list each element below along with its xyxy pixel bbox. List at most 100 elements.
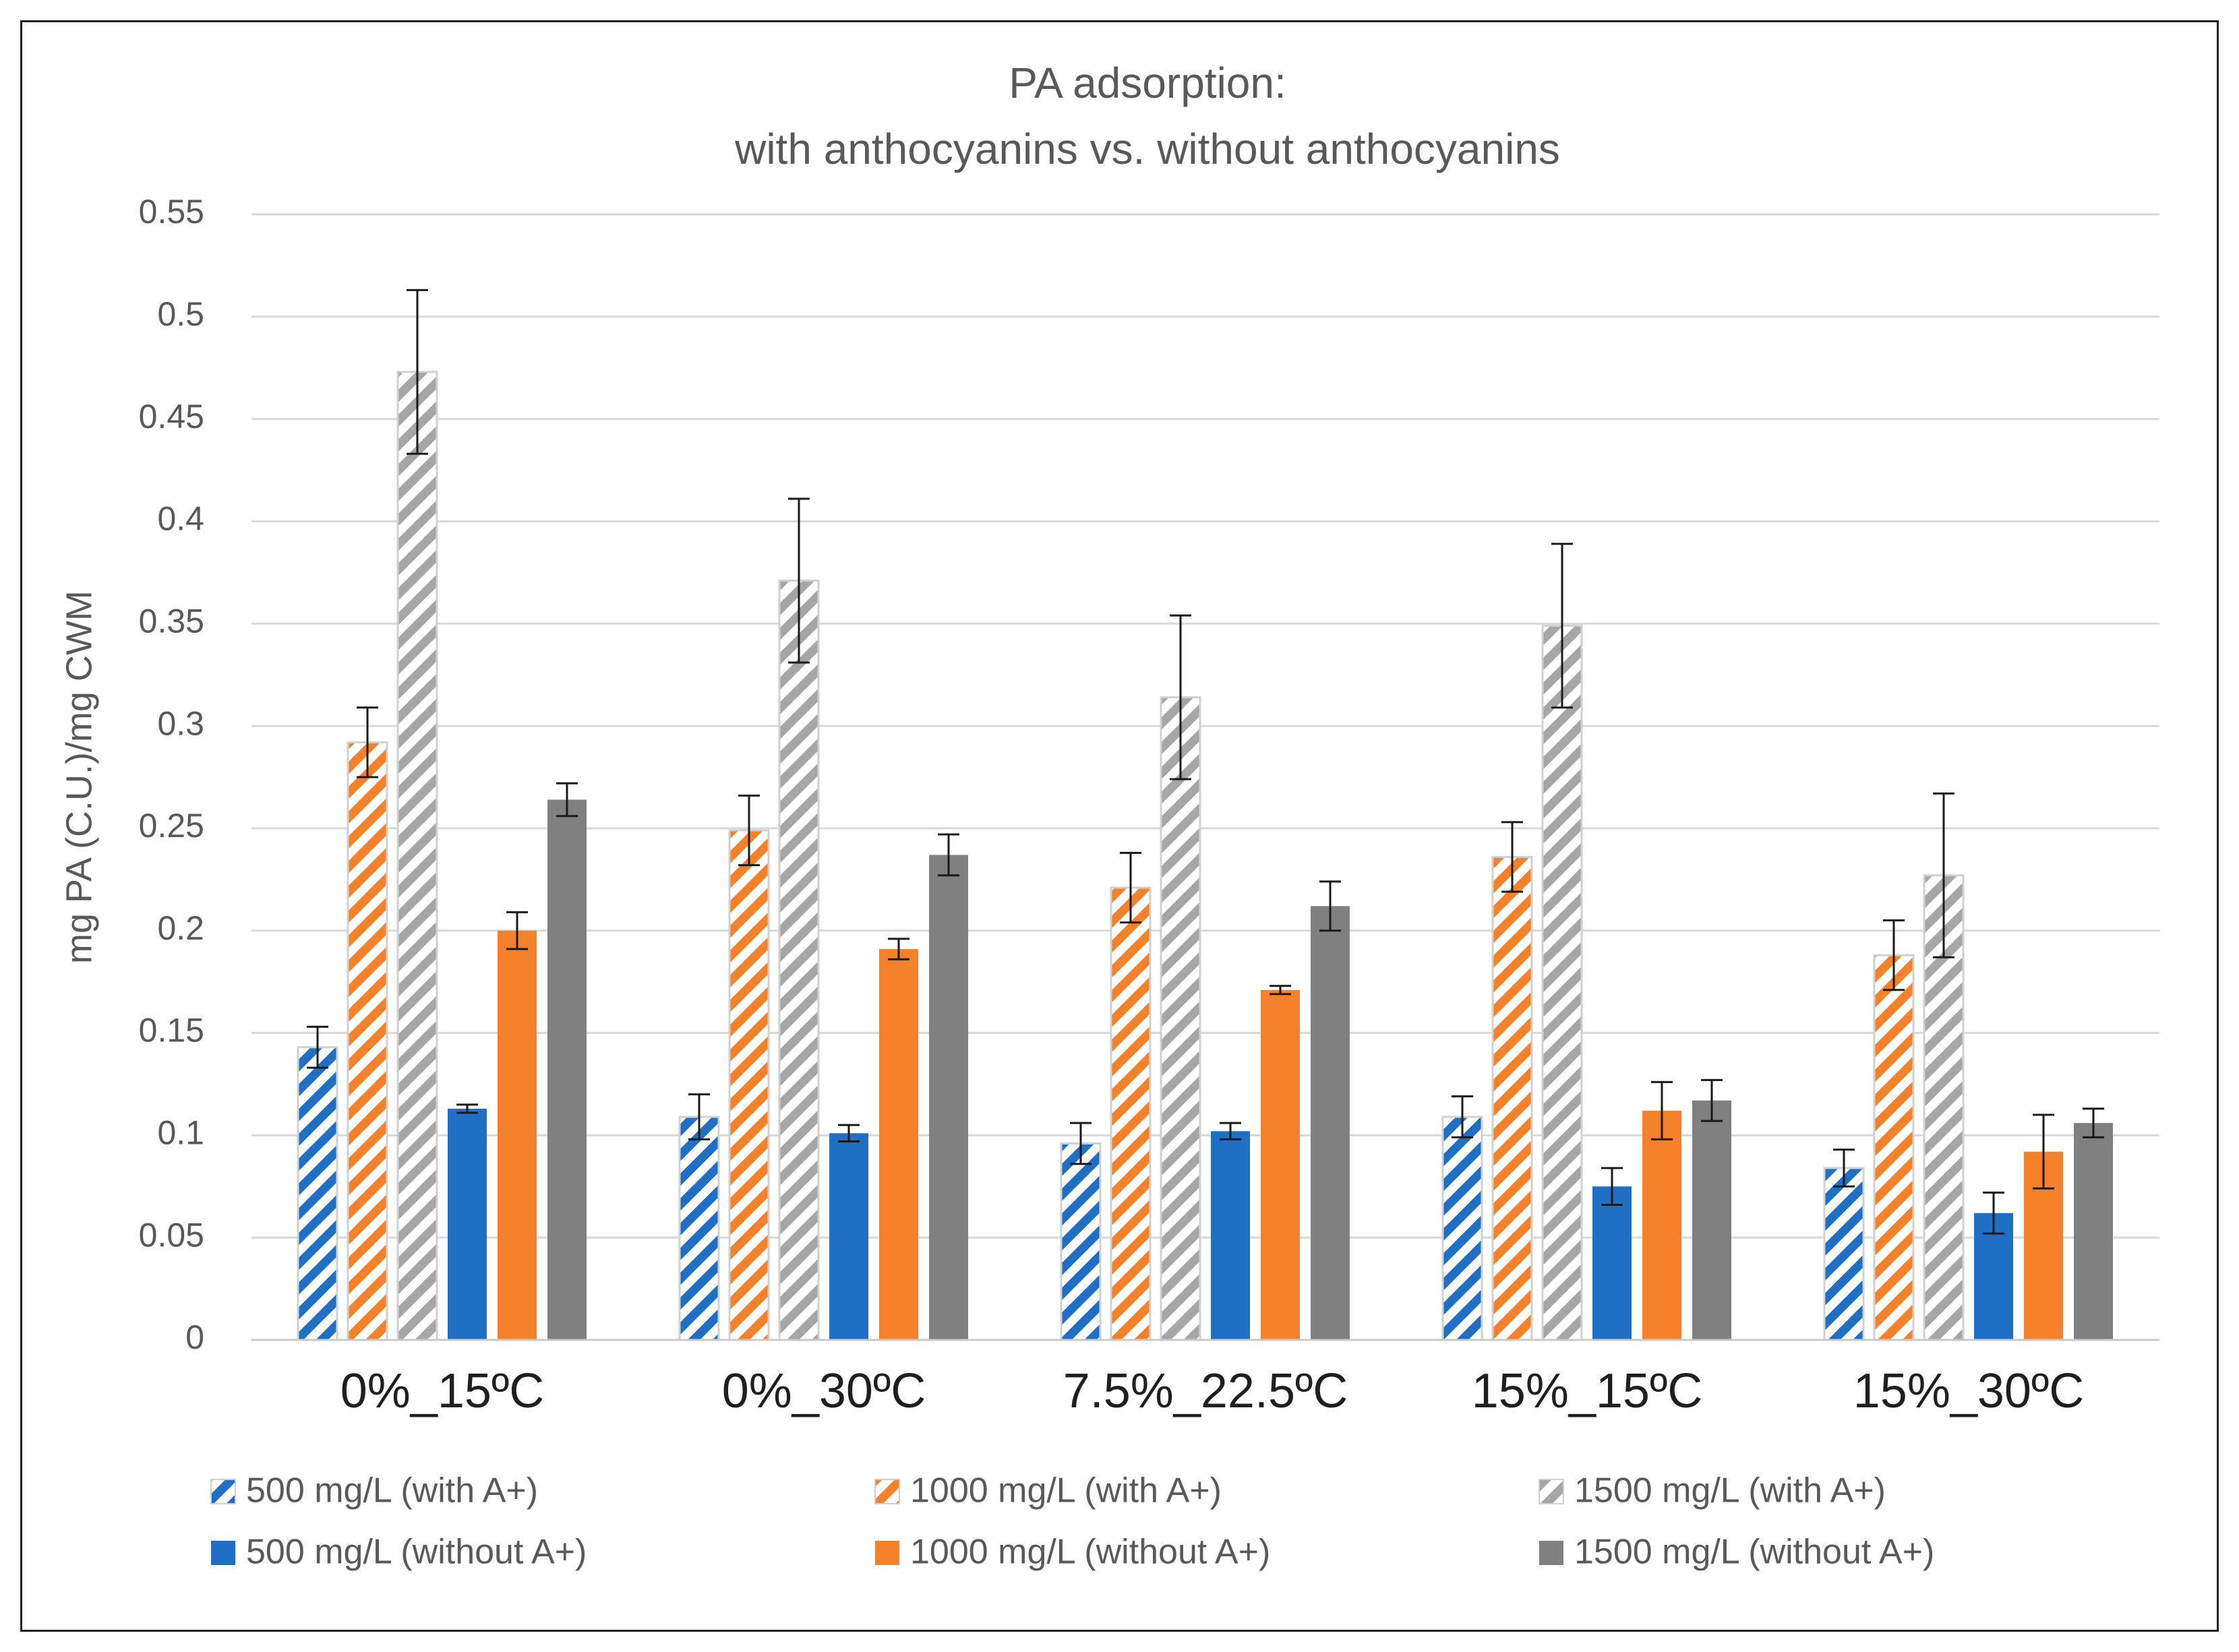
bar-6-2	[929, 855, 968, 1340]
x-axis-ticks: 0%_15ºC 0%_30ºC 7.5%_22.5ºC 15%_15ºC 15%_30º…	[340, 1364, 2085, 1418]
chart-title-line-2: with anthocyanins vs. without anthocyani…	[734, 125, 1560, 173]
error-bar	[1452, 1095, 1473, 1138]
error-bar	[938, 833, 959, 877]
error-bar	[838, 1124, 860, 1142]
legend-item-5: 1000 mg/L (without A+)	[875, 1533, 1270, 1572]
bar-5-2	[879, 949, 918, 1340]
legend-label: 1500 mg/L (without A+)	[1574, 1533, 1934, 1572]
error-bar	[1883, 919, 1905, 991]
x-tick-label: 0%_30ºC	[722, 1364, 926, 1418]
y-axis-ticks: 0 0.05 0.1 0.15 0.2 0.25 0.3 0.35 0.4 0.45 0.5 0.55	[139, 193, 204, 1356]
bar-1-2	[678, 1115, 720, 1341]
bar-4-4	[1592, 1186, 1632, 1340]
legend-label: 1000 mg/L (with A+)	[910, 1471, 1222, 1510]
error-bar	[307, 1025, 328, 1069]
legend-swatch	[210, 1479, 236, 1504]
y-tick-label: 0.15	[139, 1012, 204, 1049]
chart-title: PA adsorption: with anthocyanins vs. wit…	[734, 59, 1560, 173]
bar-2-3	[1110, 886, 1152, 1341]
error-bar	[456, 1103, 478, 1114]
bar-4-1	[448, 1108, 487, 1340]
y-tick-label: 0.35	[139, 602, 204, 640]
legend-swatch	[211, 1541, 235, 1565]
x-tick-label: 0%_15ºC	[340, 1364, 544, 1418]
legend-label: 1500 mg/L (with A+)	[1574, 1471, 1886, 1510]
legend: 500 mg/L (with A+) 1000 mg/L (with A+) 150…	[210, 1471, 1934, 1572]
error-bar	[1270, 985, 1291, 996]
legend-swatch	[1539, 1541, 1563, 1565]
error-bar	[1220, 1122, 1241, 1140]
bar-2-5	[1873, 954, 1915, 1341]
error-bar	[506, 911, 528, 950]
chart-frame: PA adsorption: with anthocyanins vs. wit…	[20, 20, 2219, 1632]
legend-label: 500 mg/L (without A+)	[246, 1533, 587, 1572]
bar-3-2	[778, 580, 820, 1341]
bars	[297, 371, 2113, 1341]
bar-5-4	[1642, 1110, 1681, 1340]
legend-swatch	[875, 1541, 899, 1565]
error-bar	[788, 497, 810, 664]
error-bar	[1501, 821, 1523, 893]
y-tick-label: 0.2	[157, 909, 204, 947]
bar-6-1	[547, 799, 587, 1340]
error-bar	[1070, 1122, 1092, 1165]
y-tick-label: 0.3	[157, 704, 204, 742]
bar-1-5	[1823, 1167, 1865, 1341]
error-bar	[556, 782, 578, 818]
error-bar	[1551, 543, 1573, 709]
legend-item-4: 500 mg/L (without A+)	[211, 1533, 587, 1572]
bar-2-4	[1491, 855, 1533, 1341]
bar-3-4	[1541, 624, 1583, 1341]
error-bar	[888, 938, 909, 960]
chart-canvas: PA adsorption: with anthocyanins vs. wit…	[59, 59, 2159, 1572]
error-bar	[1651, 1080, 1673, 1140]
x-tick-label: 7.5%_22.5ºC	[1063, 1364, 1348, 1418]
legend-item-2: 1000 mg/L (with A+)	[874, 1471, 1222, 1510]
bar-6-4	[1692, 1100, 1731, 1340]
error-bar	[1933, 792, 1954, 958]
legend-swatch	[1539, 1479, 1564, 1504]
y-tick-label: 0.55	[139, 193, 204, 231]
error-bar	[1983, 1191, 2004, 1235]
error-bars	[307, 288, 2104, 1235]
bar-6-3	[1311, 906, 1350, 1340]
legend-item-6: 1500 mg/L (without A+)	[1539, 1533, 1934, 1572]
error-bar	[2083, 1107, 2104, 1138]
error-bar	[688, 1093, 710, 1140]
y-tick-label: 0.1	[157, 1114, 204, 1152]
bar-1-4	[1441, 1115, 1483, 1341]
legend-label: 1000 mg/L (without A+)	[910, 1533, 1270, 1572]
error-bar	[1120, 851, 1141, 924]
x-tick-label: 15%_30ºC	[1853, 1364, 2085, 1418]
error-bar	[357, 706, 378, 778]
error-bar	[407, 288, 428, 455]
bar-3-3	[1160, 696, 1201, 1341]
error-bar	[738, 794, 760, 867]
bar-5-3	[1261, 989, 1300, 1340]
legend-item-1: 500 mg/L (with A+)	[210, 1471, 538, 1510]
y-tick-label: 0.5	[157, 295, 204, 333]
error-bar	[2033, 1113, 2054, 1190]
error-bar	[1833, 1149, 1855, 1188]
bar-1-1	[297, 1046, 338, 1341]
y-axis-label: mg PA (C.U.)/mg CWM	[59, 590, 99, 964]
y-tick-label: 0.25	[139, 807, 204, 845]
legend-item-3: 1500 mg/L (with A+)	[1539, 1471, 1886, 1510]
bar-6-5	[2074, 1123, 2113, 1340]
legend-label: 500 mg/L (with A+)	[246, 1471, 538, 1510]
y-tick-label: 0.4	[157, 500, 204, 538]
bar-2-1	[347, 741, 388, 1341]
y-tick-label: 0.05	[139, 1216, 204, 1254]
chart-title-line-1: PA adsorption:	[1009, 59, 1286, 107]
error-bar	[1319, 880, 1341, 932]
bar-3-1	[396, 371, 438, 1341]
bar-5-1	[498, 930, 537, 1340]
bar-4-2	[829, 1133, 868, 1340]
x-tick-label: 15%_15ºC	[1472, 1364, 1703, 1418]
error-bar	[1170, 614, 1191, 781]
error-bar	[1601, 1167, 1623, 1206]
bar-4-3	[1211, 1131, 1250, 1340]
y-tick-label: 0	[185, 1318, 204, 1356]
bar-2-2	[728, 829, 770, 1341]
legend-swatch	[874, 1479, 900, 1504]
